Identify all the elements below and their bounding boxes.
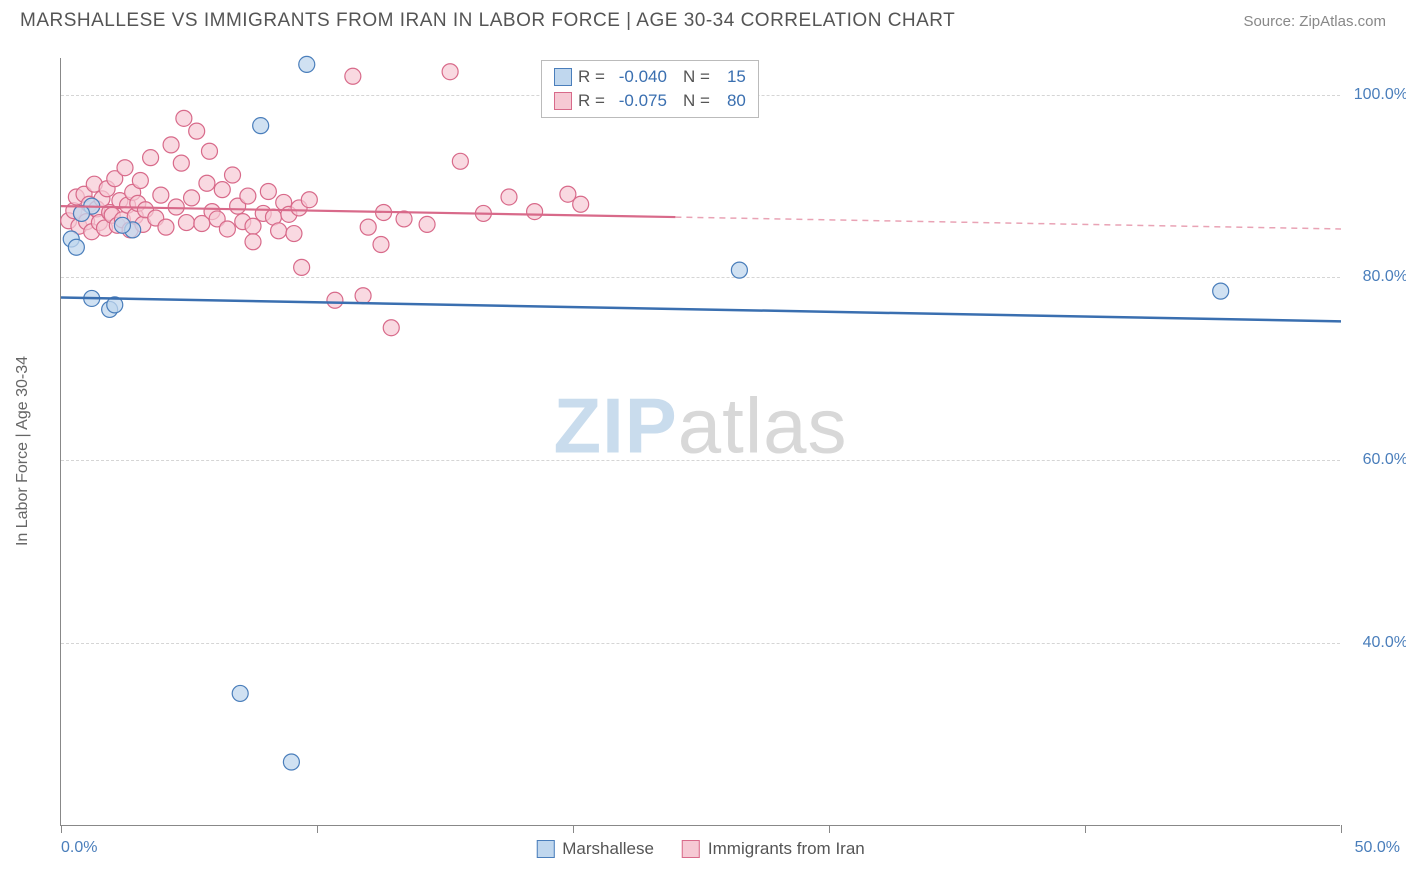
data-point-blue [283,754,299,770]
n-value-blue: 15 [716,67,746,87]
data-point-pink [452,153,468,169]
data-point-pink [360,219,376,235]
swatch-blue-icon [554,68,572,86]
legend-label-blue: Marshallese [562,839,654,859]
data-point-pink [117,160,133,176]
data-point-blue [114,217,130,233]
chart-title: MARSHALLESE VS IMMIGRANTS FROM IRAN IN L… [20,10,955,32]
legend-label-pink: Immigrants from Iran [708,839,865,859]
data-point-pink [176,110,192,126]
data-point-pink [355,288,371,304]
data-point-blue [731,262,747,278]
data-point-pink [153,187,169,203]
swatch-pink-icon [554,92,572,110]
data-point-pink [286,226,302,242]
data-point-blue [73,205,89,221]
data-point-pink [184,190,200,206]
trendline-pink-extrapolated [675,217,1341,229]
data-point-pink [501,189,517,205]
chart-header: MARSHALLESE VS IMMIGRANTS FROM IRAN IN L… [0,0,1406,40]
data-point-blue [232,685,248,701]
swatch-pink-icon [682,840,700,858]
data-point-pink [158,219,174,235]
data-point-pink [260,183,276,199]
data-point-pink [245,234,261,250]
data-point-pink [173,155,189,171]
y-tick-label: 80.0% [1363,268,1406,286]
source-label: Source: ZipAtlas.com [1243,13,1386,30]
x-tick-min: 0.0% [61,839,97,857]
r-value-pink: -0.075 [611,91,667,111]
trendline-blue [61,298,1341,322]
series-legend: Marshallese Immigrants from Iran [536,839,864,859]
data-point-pink [419,216,435,232]
data-point-pink [178,215,194,231]
data-point-pink [271,223,287,239]
data-point-pink [327,292,343,308]
data-point-blue [253,118,269,134]
n-label: N = [683,67,710,87]
data-point-pink [294,259,310,275]
data-point-pink [201,143,217,159]
data-point-pink [383,320,399,336]
data-point-pink [143,150,159,166]
data-point-pink [219,221,235,237]
data-point-pink [573,196,589,212]
legend-item-pink: Immigrants from Iran [682,839,865,859]
data-point-pink [163,137,179,153]
y-tick-label: 100.0% [1354,86,1406,104]
data-point-pink [132,173,148,189]
data-point-pink [225,167,241,183]
r-label: R = [578,91,605,111]
data-point-pink [442,64,458,80]
data-point-pink [189,123,205,139]
stats-row-blue: R = -0.040 N = 15 [554,65,746,89]
data-point-blue [1213,283,1229,299]
r-label: R = [578,67,605,87]
y-tick-label: 40.0% [1363,634,1406,652]
data-point-blue [68,239,84,255]
stats-row-pink: R = -0.075 N = 80 [554,89,746,113]
plot-area: In Labor Force | Age 30-34 40.0%60.0%80.… [60,58,1340,826]
y-axis-label: In Labor Force | Age 30-34 [14,355,32,545]
chart-container: In Labor Force | Age 30-34 40.0%60.0%80.… [20,40,1386,840]
data-point-pink [301,192,317,208]
data-point-pink [373,237,389,253]
data-point-pink [199,175,215,191]
n-value-pink: 80 [716,91,746,111]
data-point-pink [214,182,230,198]
data-point-blue [299,56,315,72]
swatch-blue-icon [536,840,554,858]
x-tick-max: 50.0% [1355,839,1400,857]
data-point-pink [240,188,256,204]
data-point-pink [345,68,361,84]
stats-legend: R = -0.040 N = 15 R = -0.075 N = 80 [541,60,759,118]
y-tick-label: 60.0% [1363,451,1406,469]
n-label: N = [683,91,710,111]
plot-svg [61,58,1340,825]
data-point-pink [527,204,543,220]
legend-item-blue: Marshallese [536,839,654,859]
r-value-blue: -0.040 [611,67,667,87]
